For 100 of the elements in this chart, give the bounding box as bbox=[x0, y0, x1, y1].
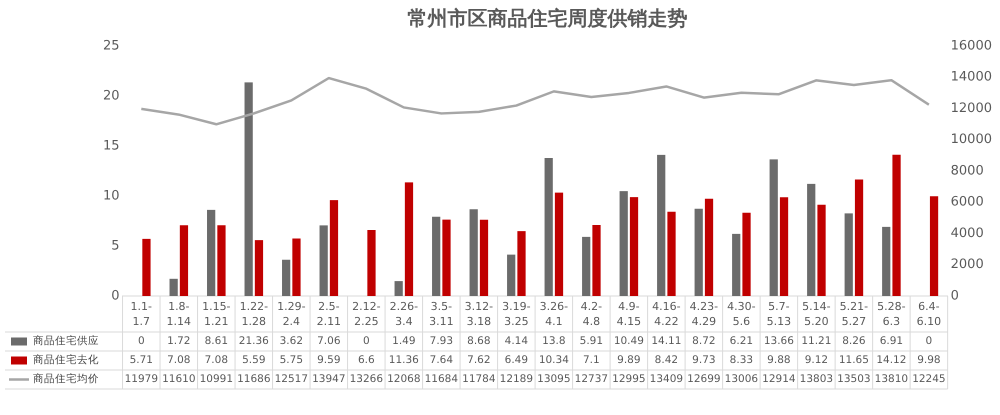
bar bbox=[742, 212, 751, 296]
x-tick-label: 2.12-2.25 bbox=[352, 300, 381, 328]
x-tick-label: 3.26-4.1 bbox=[540, 300, 568, 328]
bar bbox=[470, 209, 478, 296]
data-label: 8.42 bbox=[654, 354, 678, 366]
bar bbox=[142, 238, 151, 296]
legend-label: 商品住宅均价 bbox=[33, 372, 99, 386]
bar bbox=[930, 196, 938, 296]
data-label: 0 bbox=[926, 335, 932, 348]
y-tick-label: 25 bbox=[102, 38, 120, 54]
data-label: 7.08 bbox=[167, 354, 190, 366]
data-label: 12995 bbox=[612, 373, 646, 386]
y2-tick-label: 4000 bbox=[950, 226, 984, 241]
bar bbox=[817, 204, 826, 296]
x-tick-label: 1.22-1.28 bbox=[240, 300, 268, 328]
data-label: 13803 bbox=[800, 373, 834, 386]
data-label: 11.36 bbox=[388, 354, 420, 366]
data-label: 8.72 bbox=[692, 335, 716, 348]
bar bbox=[732, 234, 740, 296]
data-label: 13266 bbox=[350, 373, 384, 386]
data-label: 8.33 bbox=[730, 354, 754, 366]
y-tick-label: 20 bbox=[102, 88, 120, 104]
y-tick-label: 10 bbox=[102, 188, 120, 204]
bar bbox=[657, 154, 666, 296]
x-tick-label: 1.15-1.21 bbox=[202, 300, 231, 328]
bar bbox=[770, 159, 778, 296]
data-label: 12068 bbox=[387, 373, 421, 386]
data-label: 9.73 bbox=[692, 354, 716, 366]
bar bbox=[217, 225, 226, 296]
bar bbox=[320, 225, 328, 296]
data-label: 7.93 bbox=[430, 335, 454, 348]
x-tick-label: 5.28-6.3 bbox=[877, 300, 906, 328]
bar bbox=[780, 197, 788, 296]
data-label: 11784 bbox=[462, 373, 496, 386]
x-tick-label: 2.26-3.4 bbox=[390, 300, 418, 328]
data-label: 5.75 bbox=[280, 354, 304, 366]
bar bbox=[582, 236, 590, 296]
data-label: 10991 bbox=[200, 373, 234, 386]
y-tick-label: 15 bbox=[102, 138, 120, 154]
data-label: 8.68 bbox=[467, 335, 491, 348]
bar bbox=[667, 212, 676, 296]
y-tick-label: 0 bbox=[111, 288, 120, 304]
data-label: 13409 bbox=[650, 373, 684, 386]
bar bbox=[854, 180, 864, 296]
data-label: 5.59 bbox=[242, 354, 266, 366]
data-label: 1.72 bbox=[167, 335, 190, 348]
x-tick-label: 1.29-2.4 bbox=[277, 300, 306, 328]
data-label: 9.12 bbox=[804, 354, 828, 366]
data-label: 14.11 bbox=[651, 335, 682, 348]
bar bbox=[554, 192, 564, 296]
data-label: 11979 bbox=[124, 373, 158, 386]
data-label: 6.6 bbox=[358, 354, 375, 366]
data-label: 12737 bbox=[574, 373, 608, 386]
data-label: 13095 bbox=[537, 373, 571, 386]
data-label: 0 bbox=[138, 335, 145, 348]
y2-tick-label: 8000 bbox=[950, 163, 984, 178]
data-label: 6.91 bbox=[880, 335, 904, 348]
data-label: 10.49 bbox=[614, 335, 644, 348]
y-tick-label: 5 bbox=[111, 238, 120, 254]
bar bbox=[620, 191, 628, 296]
chart-title: 常州市区商品住宅周度供销走势 bbox=[408, 6, 688, 30]
x-tick-label: 5.21-5.27 bbox=[840, 300, 868, 328]
bar bbox=[882, 226, 890, 296]
data-label: 12189 bbox=[500, 373, 534, 386]
data-label: 7.62 bbox=[467, 354, 491, 366]
bar bbox=[442, 220, 451, 296]
y2-tick-label: 12000 bbox=[950, 100, 992, 116]
bar bbox=[592, 225, 601, 296]
data-label: 6.49 bbox=[504, 354, 528, 366]
x-tick-label: 3.5-3.11 bbox=[429, 300, 454, 328]
bar bbox=[892, 154, 901, 296]
data-label: 7.1 bbox=[583, 354, 600, 366]
data-label: 12699 bbox=[687, 373, 721, 386]
y2-tick-label: 10000 bbox=[950, 132, 992, 148]
x-tick-label: 4.2-4.8 bbox=[580, 300, 602, 328]
x-tick-label: 1.1-1.7 bbox=[130, 300, 152, 328]
bar bbox=[480, 220, 488, 296]
data-label: 21.36 bbox=[238, 335, 270, 348]
data-label: 0 bbox=[362, 335, 370, 348]
y2-tick-label: 2000 bbox=[950, 257, 984, 272]
data-label: 6.21 bbox=[730, 335, 754, 348]
y2-tick-label: 16000 bbox=[950, 38, 992, 54]
bar bbox=[517, 231, 526, 296]
bar bbox=[170, 278, 178, 296]
x-tick-label: 4.9-4.15 bbox=[616, 300, 642, 328]
legend-label: 商品住宅供应 bbox=[33, 334, 99, 348]
data-label: 14.12 bbox=[876, 354, 906, 366]
x-tick-label: 4.16-4.22 bbox=[652, 300, 681, 328]
data-label: 9.98 bbox=[917, 354, 941, 366]
bar bbox=[544, 158, 553, 296]
data-label: 11684 bbox=[424, 373, 458, 386]
bar bbox=[507, 254, 516, 296]
y2-tick-label: 6000 bbox=[950, 194, 984, 210]
bar bbox=[844, 213, 853, 296]
data-label: 13.8 bbox=[542, 335, 566, 348]
data-label: 13.66 bbox=[764, 335, 794, 348]
y2-tick-label: 14000 bbox=[950, 70, 992, 85]
data-label: 12245 bbox=[912, 373, 946, 386]
legend-label: 商品住宅去化 bbox=[33, 353, 99, 366]
bar bbox=[694, 208, 703, 296]
